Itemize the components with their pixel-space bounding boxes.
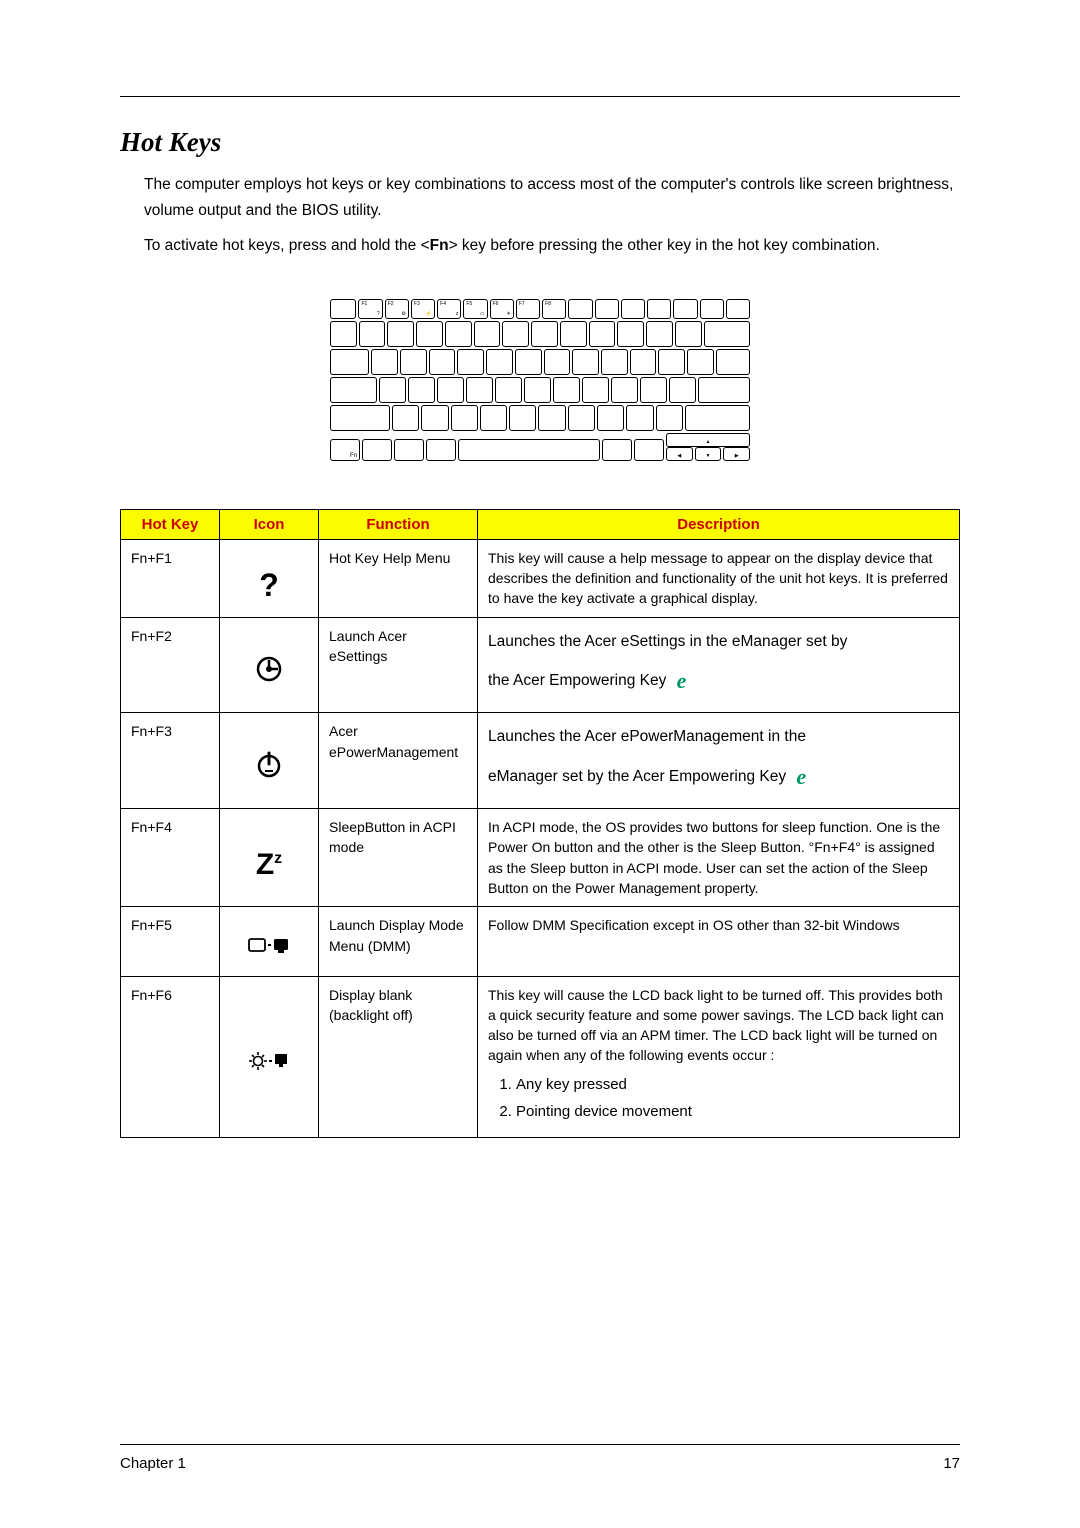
cell-icon: Zz (220, 809, 319, 907)
footer-rule (120, 1444, 960, 1445)
cell-function: Acer ePowerManagement (319, 713, 478, 809)
table-header-row: Hot Key Icon Function Description (121, 509, 960, 539)
cell-description: Follow DMM Specification except in OS ot… (478, 907, 960, 976)
cell-description: Launches the Acer eSettings in the eMana… (478, 617, 960, 713)
cell-hotkey: Fn+F5 (121, 907, 220, 976)
footer-right: 17 (943, 1455, 960, 1472)
question-icon: ? (259, 562, 279, 608)
hotkeys-table: Hot Key Icon Function Description Fn+F1 … (120, 509, 960, 1139)
page: Hot Keys The computer employs hot keys o… (0, 0, 1080, 1528)
cell-description: Launches the Acer ePowerManagement in th… (478, 713, 960, 809)
list-item: Any key pressed (516, 1074, 949, 1096)
page-footer: Chapter 1 17 (120, 1444, 960, 1472)
intro-p2-pre: To activate hot keys, press and hold the… (144, 237, 430, 254)
desc-post: eManager set by the Acer Empowering Key (488, 768, 786, 785)
epower-icon (254, 750, 284, 780)
cell-description: In ACPI mode, the OS provides two button… (478, 809, 960, 907)
desc-post: the Acer Empowering Key (488, 672, 666, 689)
cell-function: Hot Key Help Menu (319, 539, 478, 617)
sleep-icon: Zz (256, 843, 282, 887)
table-row: Fn+F2 Launch Acer eSettings Launches the… (121, 617, 960, 713)
table-row: Fn+F5 Launch Display Mode Menu (DMM) Fol… (121, 907, 960, 976)
desc-text: This key will cause the LCD back light t… (488, 987, 944, 1064)
desc-pre: Launches the Acer eSettings in the eMana… (488, 633, 847, 650)
table-row: Fn+F1 ? Hot Key Help Menu This key will … (121, 539, 960, 617)
list-item: Pointing device movement (516, 1101, 949, 1123)
cell-hotkey: Fn+F3 (121, 713, 220, 809)
keyboard-illustration: F1? F2⚙ F3⚡ F4z F5▭ F6☀ F7 F8 (120, 299, 960, 463)
cell-icon: ? (220, 539, 319, 617)
cell-hotkey: Fn+F2 (121, 617, 220, 713)
intro-p2: To activate hot keys, press and hold the… (120, 233, 960, 259)
cell-hotkey: Fn+F6 (121, 976, 220, 1138)
cell-icon (220, 976, 319, 1138)
cell-icon (220, 617, 319, 713)
intro-p2-post: > key before pressing the other key in t… (449, 237, 880, 254)
empowering-e-icon: e (790, 754, 806, 800)
th-icon: Icon (220, 509, 319, 539)
cell-description: This key will cause a help message to ap… (478, 539, 960, 617)
cell-hotkey: Fn+F1 (121, 539, 220, 617)
th-function: Function (319, 509, 478, 539)
desc-list: Any key pressed Pointing device movement (488, 1074, 949, 1124)
esettings-icon (254, 654, 284, 684)
cell-hotkey: Fn+F4 (121, 809, 220, 907)
cell-description: This key will cause the LCD back light t… (478, 976, 960, 1138)
desc-pre: Launches the Acer ePowerManagement in th… (488, 728, 806, 745)
intro-block: The computer employs hot keys or key com… (120, 172, 960, 259)
cell-icon (220, 713, 319, 809)
th-hotkey: Hot Key (121, 509, 220, 539)
intro-p2-bold: Fn (430, 237, 449, 254)
backlight-off-icon (249, 1050, 289, 1072)
intro-p1: The computer employs hot keys or key com… (120, 172, 960, 223)
th-description: Description (478, 509, 960, 539)
cell-function: Launch Acer eSettings (319, 617, 478, 713)
table-row: Fn+F6 Displa (121, 976, 960, 1138)
table-row: Fn+F4 Zz SleepButton in ACPI mode In ACP… (121, 809, 960, 907)
display-mode-icon (248, 936, 290, 956)
cell-function: Launch Display Mode Menu (DMM) (319, 907, 478, 976)
cell-function: SleepButton in ACPI mode (319, 809, 478, 907)
footer-left: Chapter 1 (120, 1455, 186, 1472)
cell-function: Display blank (backlight off) (319, 976, 478, 1138)
empowering-e-icon: e (671, 658, 687, 704)
top-rule (120, 96, 960, 97)
section-title: Hot Keys (120, 127, 960, 158)
cell-icon (220, 907, 319, 976)
table-row: Fn+F3 Acer ePowerManagement Launches the… (121, 713, 960, 809)
